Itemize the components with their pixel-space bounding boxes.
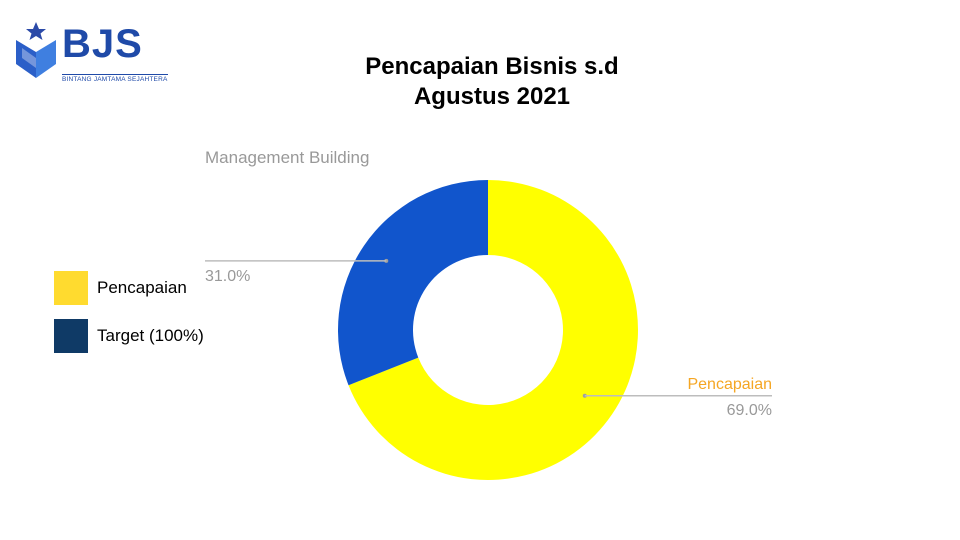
logo-text: BJS: [62, 22, 143, 66]
legend-swatch-target: [54, 319, 88, 353]
chart-title: Pencapaian Bisnis s.d Agustus 2021: [292, 52, 692, 112]
donut-chart: Pencapaian 69.0% Management Building 31.0%: [205, 148, 772, 480]
legend-label: Pencapaian: [97, 278, 187, 297]
logo-emblem-icon: [16, 22, 56, 78]
company-logo: BJS BINTANG JAMTAMA SEJAHTERA: [12, 18, 172, 86]
logo-tagline: BINTANG JAMTAMA SEJAHTERA: [62, 74, 168, 83]
slice-label-0: Pencapaian: [687, 376, 772, 393]
slice-value-label-1: 31.0%: [205, 268, 250, 285]
donut-slice-0: [348, 180, 638, 480]
slice-label-1: Management Building: [205, 148, 369, 167]
legend: Pencapaian Target (100%): [54, 270, 204, 366]
legend-item-target: Target (100%): [54, 318, 204, 354]
legend-item-pencapaian: Pencapaian: [54, 270, 204, 306]
chart-title-line-2: Agustus 2021: [413, 83, 571, 110]
chart-title-line-1: Pencapaian Bisnis s.d: [365, 53, 619, 80]
slice-value-label-0: 69.0%: [727, 402, 772, 419]
donut-slice-1: [337, 180, 488, 386]
legend-swatch-pencapaian: [54, 271, 88, 305]
legend-label: Target (100%): [97, 326, 204, 345]
leader-dot-1: [384, 258, 389, 263]
